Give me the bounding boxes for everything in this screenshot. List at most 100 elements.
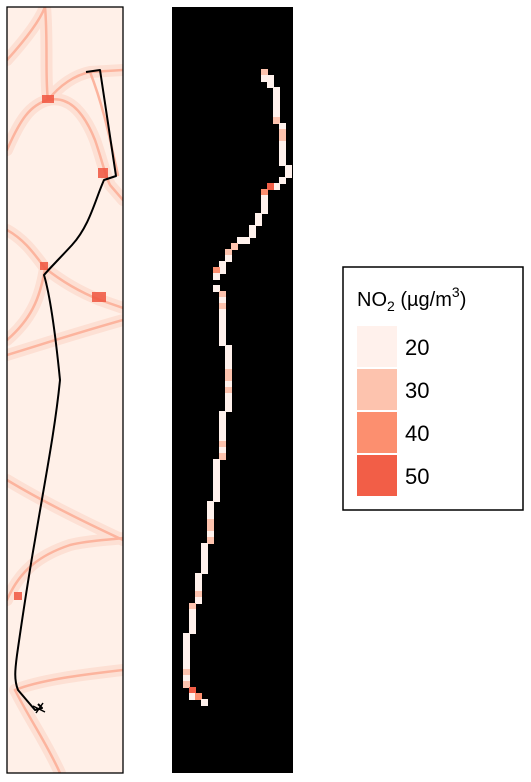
exposure-cell (201, 543, 208, 550)
exposure-cell (189, 615, 196, 622)
exposure-cell (213, 273, 220, 280)
exposure-cell (261, 189, 268, 196)
exposure-cell (225, 381, 232, 388)
exposure-cell (285, 171, 292, 178)
exposure-cell (189, 693, 196, 700)
exposure-cell (195, 597, 202, 604)
exposure-cell (219, 321, 226, 328)
exposure-cell (273, 111, 280, 118)
exposure-cell (183, 645, 190, 652)
exposure-cell (225, 393, 232, 400)
exposure-cell (213, 471, 220, 478)
exposure-cell (219, 309, 226, 316)
legend-label-40: 40 (405, 421, 429, 446)
exposure-cell (183, 657, 190, 664)
exposure-cell (273, 99, 280, 106)
exposure-cell (207, 513, 214, 520)
exposure-cell (219, 333, 226, 340)
legend-swatch-20 (357, 326, 397, 367)
exposure-cell (279, 153, 286, 160)
exposure-cell (279, 129, 286, 136)
exposure-cell (225, 369, 232, 376)
exposure-panel (172, 7, 293, 773)
legend-label-50: 50 (405, 464, 429, 489)
exposure-cell (201, 555, 208, 562)
exposure-cell (273, 87, 280, 94)
exposure-cell (183, 681, 190, 688)
exposure-cell (279, 177, 286, 184)
exposure-cell (213, 495, 220, 502)
exposure-cell (207, 525, 214, 532)
map-background (7, 7, 123, 773)
exposure-cell (219, 441, 226, 448)
exposure-cell (219, 303, 226, 310)
legend-swatch-50 (357, 455, 397, 496)
route-line (14, 69, 117, 711)
exposure-cell (189, 627, 196, 634)
exposure-cell (225, 255, 232, 262)
map-frame (6, 6, 124, 774)
exposure-cell (195, 693, 202, 700)
exposure-cell (255, 213, 262, 220)
exposure-cell (225, 351, 232, 358)
exposure-cell (225, 405, 232, 412)
exposure-cell (249, 225, 256, 232)
exposure-track (183, 69, 292, 706)
exposure-cell (213, 267, 220, 274)
exposure-cell (201, 699, 208, 706)
exposure-cell (183, 639, 190, 646)
exposure-cell (231, 243, 238, 250)
legend-swatch-40 (357, 412, 397, 453)
exposure-cell (183, 651, 190, 658)
exposure-cell (273, 93, 280, 100)
exposure-cell (261, 69, 268, 76)
legend-swatch-30 (357, 369, 397, 410)
exposure-cell (195, 585, 202, 592)
exposure-cell (285, 165, 292, 172)
exposure-cell (207, 519, 214, 526)
concentration-map (6, 6, 124, 774)
legend-title: NO2 (µg/m3) (357, 284, 466, 314)
exposure-cell (267, 183, 274, 190)
exposure-cell (279, 141, 286, 148)
exposure-cell (279, 135, 286, 142)
exposure-background (172, 7, 293, 773)
exposure-cell (207, 501, 214, 508)
exposure-cell (225, 357, 232, 364)
exposure-cell (213, 477, 220, 484)
exposure-cell (213, 465, 220, 472)
exposure-cell (213, 459, 220, 466)
exposure-cell (207, 507, 214, 514)
exposure-cell (219, 411, 226, 418)
exposure-cell (225, 387, 232, 394)
exposure-cell (243, 237, 250, 244)
exposure-cell (219, 423, 226, 430)
exposure-cell (183, 675, 190, 682)
exposure-cell (207, 531, 214, 538)
route-end-marker (32, 702, 46, 714)
legend: NO2 (µg/m3) 20 30 40 50 (342, 266, 524, 511)
exposure-cell (225, 375, 232, 382)
exposure-cell (189, 621, 196, 628)
exposure-cell (207, 537, 214, 544)
exposure-cell (195, 579, 202, 586)
exposure-cell (273, 105, 280, 112)
exposure-cell (273, 183, 280, 190)
exposure-cell (201, 567, 208, 574)
exposure-cell (201, 561, 208, 568)
exposure-cell (195, 573, 202, 580)
exposure-cell (237, 237, 244, 244)
exposure-cell (249, 231, 256, 238)
exposure-cell (273, 117, 280, 124)
exposure-cell (183, 669, 190, 676)
exposure-cell (279, 159, 286, 166)
exposure-cell (219, 447, 226, 454)
exposure-cell (213, 489, 220, 496)
exposure-cell (219, 435, 226, 442)
exposure-cell (195, 591, 202, 598)
exposure-cell (189, 609, 196, 616)
exposure-cell (189, 687, 196, 694)
exposure-cell (213, 285, 220, 292)
exposure-cell (183, 633, 190, 640)
